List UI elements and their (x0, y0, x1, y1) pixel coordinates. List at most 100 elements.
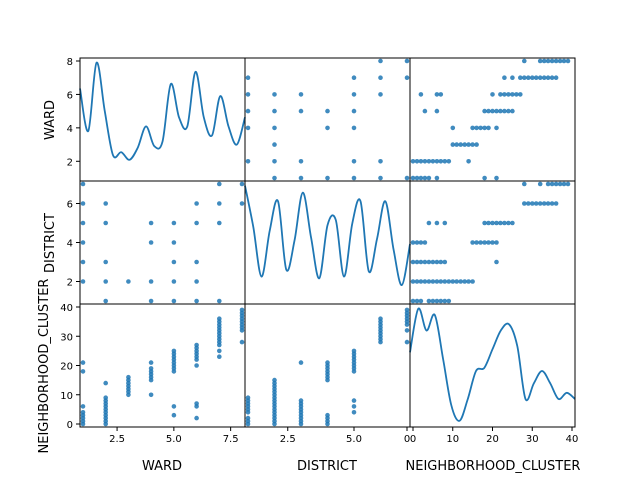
scatter-point (404, 58, 410, 64)
scatter-point (103, 395, 108, 401)
scatter-point (446, 298, 452, 304)
scatter-point (80, 259, 86, 265)
scatter-point (458, 142, 464, 147)
scatter-point (553, 75, 559, 80)
scatter-point (434, 108, 440, 114)
scatter-point (426, 175, 432, 181)
scatter-point (351, 159, 357, 164)
scatter-point (482, 175, 487, 181)
scatter-point (194, 220, 199, 226)
scatter-point (565, 181, 571, 187)
scatter-point (430, 259, 436, 265)
scatter-point (378, 159, 383, 164)
scatter-point (298, 159, 304, 164)
scatter-point (442, 259, 448, 265)
scatter-point (450, 279, 456, 284)
panel-0-2 (409, 57, 576, 182)
scatter-point (510, 92, 515, 97)
scatter-point (80, 369, 86, 374)
scatter-point (506, 92, 511, 97)
scatter-point (490, 240, 495, 245)
scatter-point (148, 360, 154, 365)
y-tick-label: 2 (67, 157, 73, 168)
scatter-point (148, 240, 154, 245)
y-tick-label: 8 (67, 57, 73, 68)
scatter-point (502, 92, 507, 97)
scatter-point (378, 316, 383, 322)
scatter-point (490, 92, 495, 97)
scatter-point (245, 415, 251, 421)
scatter-point (351, 92, 357, 97)
scatter-point (422, 108, 428, 114)
scatter-point (549, 58, 555, 64)
scatter-point (530, 201, 535, 206)
scatter-point (410, 175, 416, 181)
scatter-point (498, 108, 503, 114)
scatter-point (404, 75, 410, 80)
x-tick-label: 10 (446, 434, 459, 445)
scatter-point (426, 220, 432, 226)
y-tick-label: 6 (67, 90, 73, 101)
scatter-point (194, 415, 199, 421)
x-tick-label: 0 (404, 434, 410, 445)
scatter-point (474, 240, 479, 245)
y-tick-label: 4 (67, 124, 73, 135)
scatter-point (502, 75, 507, 80)
x-tick-label: 5.0 (166, 434, 182, 445)
scatter-point (418, 298, 424, 304)
scatter-point (537, 75, 543, 80)
scatter-point (549, 201, 555, 206)
scatter-point (422, 279, 428, 284)
scatter-point (446, 159, 452, 164)
scatter-point (498, 220, 503, 226)
scatter-point (510, 108, 515, 114)
scatter-point (126, 279, 131, 284)
scatter-point (194, 401, 199, 406)
scatter-point (351, 404, 357, 409)
scatter-point (325, 108, 330, 114)
scatter-point (217, 181, 222, 187)
panel-0-0 (79, 57, 246, 182)
scatter-point (438, 298, 444, 304)
scatter-point (438, 279, 444, 284)
scatter-point (537, 181, 543, 187)
scatter-point (466, 142, 471, 147)
scatter-point (526, 75, 531, 80)
scatter-point (541, 75, 547, 80)
scatter-point (378, 75, 383, 80)
x-tick-label: 2.5 (280, 434, 296, 445)
scatter-point (217, 298, 222, 304)
x-tick-label: 40 (566, 434, 579, 445)
scatter-point (549, 75, 555, 80)
scatter-point (561, 58, 567, 64)
scatter-point (430, 279, 436, 284)
scatter-point (434, 159, 440, 164)
scatter-point (557, 181, 563, 187)
scatter-point (325, 125, 330, 131)
scatter-point (272, 108, 277, 114)
scatter-point (351, 398, 357, 403)
panel-2-1 (244, 303, 411, 428)
scatter-point (482, 125, 487, 131)
y-tick-label: 2 (67, 278, 73, 289)
scatter-point (217, 316, 222, 322)
scatter-point (418, 92, 424, 97)
scatter-point (474, 142, 479, 147)
scatter-point (490, 220, 495, 226)
scatter-point (549, 181, 555, 187)
scatter-point (438, 159, 444, 164)
panels-layer (79, 57, 576, 428)
scatter-point (418, 159, 424, 164)
scatter-point (351, 410, 357, 415)
scatter-point (414, 240, 420, 245)
scatter-point (494, 240, 499, 245)
scatter-point (545, 181, 551, 187)
scatter-point (410, 298, 416, 304)
scatter-point (426, 159, 432, 164)
scatter-point (410, 259, 416, 265)
scatter-point (530, 75, 535, 80)
scatter-point (414, 159, 420, 164)
scatter-point (298, 92, 304, 97)
